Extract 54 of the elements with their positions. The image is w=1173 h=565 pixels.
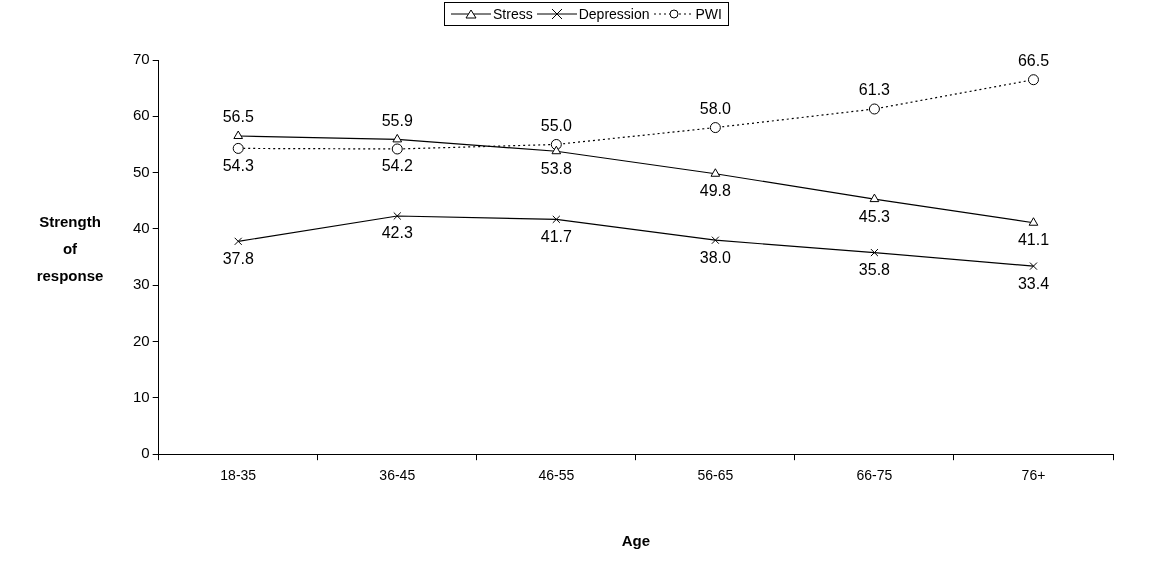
point — [234, 237, 243, 246]
data-label: 53.8 — [540, 159, 572, 177]
data-label: 54.2 — [381, 157, 413, 175]
point — [233, 130, 244, 140]
legend-label: Stress — [493, 6, 533, 22]
point — [552, 215, 561, 224]
point — [711, 236, 720, 245]
point — [391, 143, 403, 155]
data-label: 55.0 — [540, 116, 572, 134]
y-tick-label: 0 — [141, 444, 150, 462]
data-label: 49.8 — [699, 182, 732, 200]
data-label: 61.3 — [858, 81, 891, 99]
point — [1028, 217, 1039, 226]
y-axis-title: Strength of response — [35, 212, 105, 286]
data-label: 66.5 — [1017, 52, 1050, 70]
point — [709, 122, 721, 134]
y-tick-label: 60 — [133, 106, 150, 124]
y-tick-label: 50 — [133, 162, 150, 180]
x-tick-label: 36-45 — [379, 467, 416, 484]
data-label: 58.0 — [699, 99, 732, 117]
data-label: 37.8 — [222, 249, 254, 267]
y-tick-label: 70 — [133, 50, 150, 68]
data-label: 38.0 — [699, 248, 732, 266]
data-label: 41.1 — [1017, 231, 1050, 249]
data-label: 54.3 — [222, 156, 254, 174]
data-label: 56.5 — [222, 108, 254, 126]
point — [1027, 74, 1039, 86]
point — [869, 193, 880, 203]
x-tick-label: 18-35 — [220, 467, 257, 484]
y-tick-label: 40 — [133, 219, 150, 237]
x-tick-label: 56-65 — [697, 467, 734, 484]
point — [551, 145, 562, 155]
data-label: 33.4 — [1017, 274, 1050, 292]
legend-label: PWI — [695, 6, 722, 22]
y-tick-label: 10 — [133, 388, 150, 406]
point — [1029, 262, 1038, 271]
x-axis-title: Age — [621, 532, 651, 550]
y-tick-label: 20 — [133, 331, 150, 349]
data-label: 35.8 — [858, 261, 891, 278]
point — [392, 133, 403, 143]
point — [710, 168, 721, 177]
legend-label: Depression — [578, 6, 650, 22]
point — [868, 103, 880, 115]
x-tick-label: 46-55 — [538, 467, 575, 484]
data-label: 45.3 — [858, 207, 891, 225]
point — [393, 211, 402, 221]
data-label: 55.9 — [381, 111, 413, 129]
data-label: 42.3 — [381, 224, 413, 242]
data-label: 41.7 — [540, 227, 572, 245]
point — [232, 142, 244, 154]
x-tick-label: 76+ — [1021, 467, 1046, 484]
point — [870, 248, 879, 257]
y-tick-label: 30 — [133, 275, 150, 293]
x-tick-label: 66-75 — [856, 467, 893, 484]
